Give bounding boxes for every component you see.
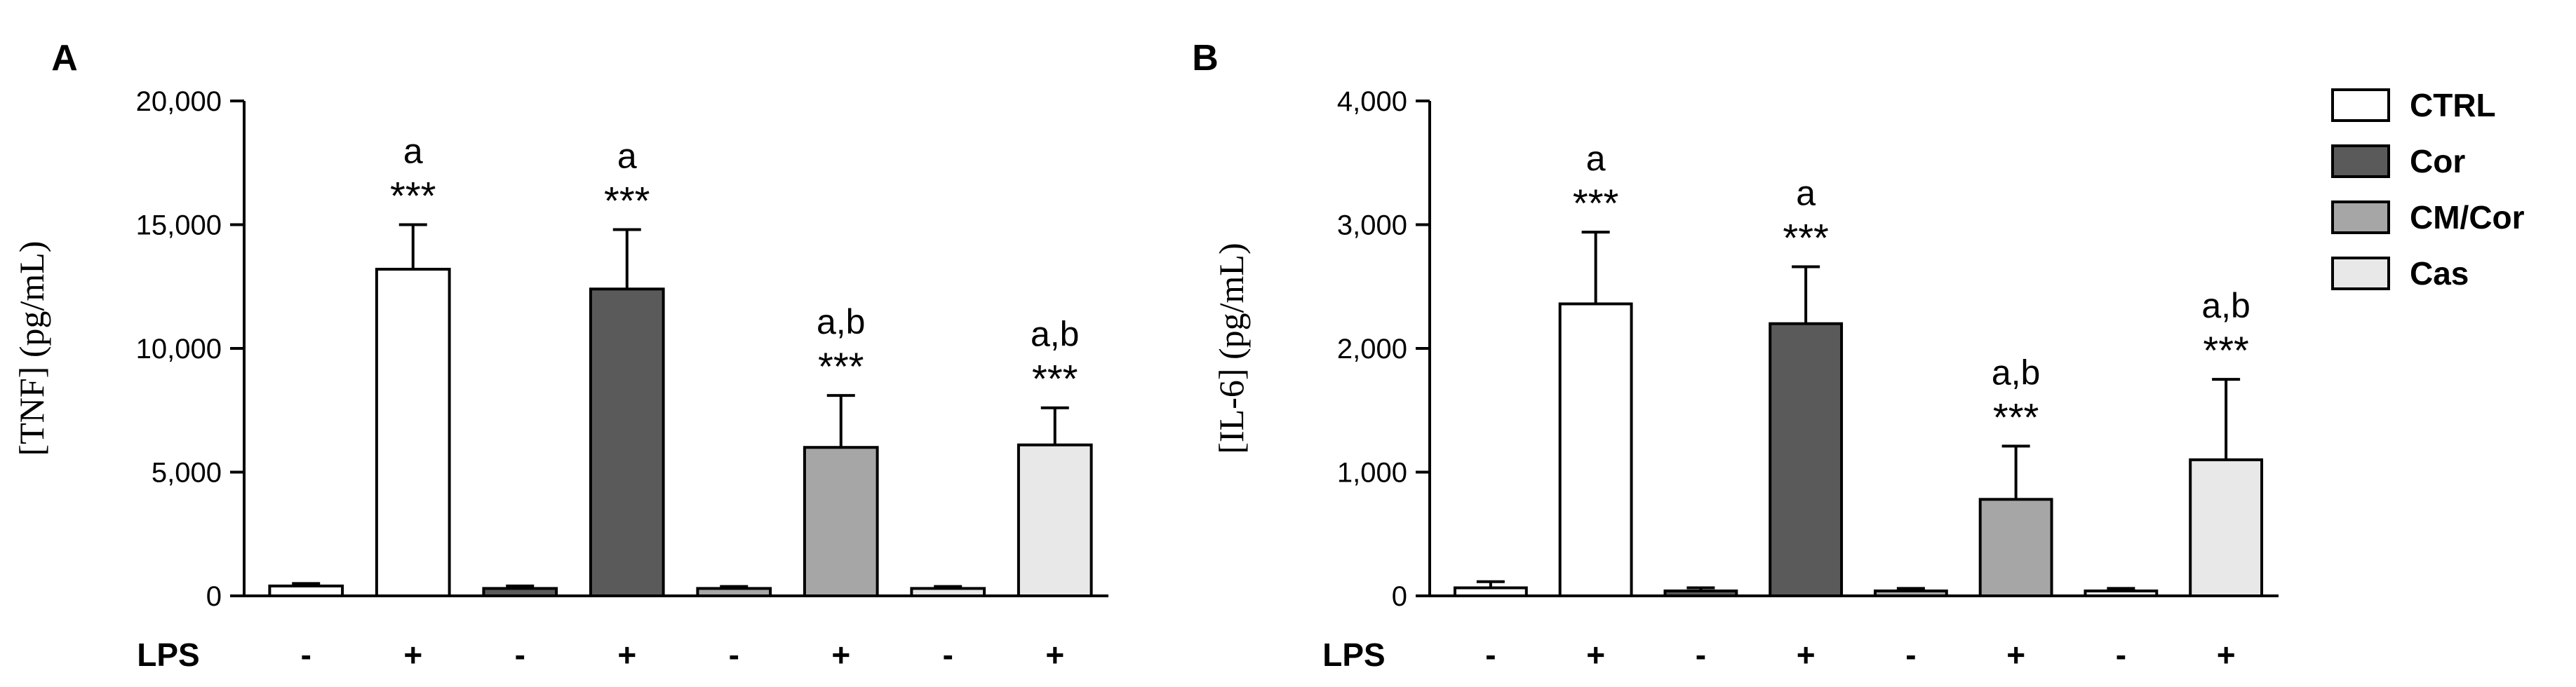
bar bbox=[1558, 302, 1633, 597]
significance-letters: a,b bbox=[1992, 353, 2041, 392]
significance-stars: *** bbox=[1573, 181, 1618, 225]
significance-stars: *** bbox=[1993, 395, 2039, 439]
significance-stars: *** bbox=[1032, 357, 1078, 401]
bar bbox=[1873, 589, 1948, 598]
legend-label: Cas bbox=[2410, 255, 2469, 292]
legend: CTRL Cor CM/Cor Cas bbox=[2331, 87, 2525, 292]
x-category-label: + bbox=[617, 637, 636, 673]
panel-label: A bbox=[51, 38, 78, 79]
y-tick-label: 10,000 bbox=[136, 334, 222, 365]
bar bbox=[268, 584, 344, 598]
bar bbox=[1769, 322, 1844, 597]
bar bbox=[803, 446, 879, 598]
bar bbox=[589, 287, 665, 597]
y-tick-label: 5,000 bbox=[152, 458, 222, 489]
x-category-label: + bbox=[2006, 637, 2025, 673]
legend-label: CTRL bbox=[2410, 87, 2496, 123]
significance-stars: *** bbox=[818, 344, 864, 388]
y-tick-label: 4,000 bbox=[1337, 86, 1407, 117]
y-tick-label: 3,000 bbox=[1337, 210, 1407, 241]
legend-swatch bbox=[2331, 257, 2390, 290]
x-category-label: + bbox=[403, 637, 422, 673]
bar bbox=[2189, 458, 2264, 597]
y-tick-label: 15,000 bbox=[136, 210, 222, 241]
y-axis-label: [IL-6] (pg/mL) bbox=[1212, 243, 1251, 454]
lps-row-label: LPS bbox=[1322, 637, 1385, 673]
x-category-label: - bbox=[515, 637, 525, 673]
panel-label: B bbox=[1192, 38, 1219, 79]
x-category-label: - bbox=[1696, 637, 1706, 673]
x-category-label: - bbox=[1905, 637, 1916, 673]
significance-letters: a,b bbox=[1031, 315, 1080, 354]
legend-label: CM/Cor bbox=[2410, 199, 2525, 236]
bar bbox=[1663, 589, 1738, 598]
x-category-label: + bbox=[1797, 637, 1816, 673]
bar bbox=[482, 587, 558, 597]
lps-row-label: LPS bbox=[137, 637, 199, 673]
y-axis-label: [TNF] (pg/mL) bbox=[12, 241, 51, 456]
bar bbox=[1978, 498, 2053, 598]
x-category-label: - bbox=[301, 637, 311, 673]
x-category-label: + bbox=[831, 637, 850, 673]
legend-label: Cor bbox=[2410, 143, 2465, 179]
bar bbox=[1453, 586, 1528, 598]
y-tick-label: 2,000 bbox=[1337, 334, 1407, 365]
significance-letters: a bbox=[617, 137, 637, 176]
significance-stars: *** bbox=[390, 174, 436, 218]
significance-letters: a bbox=[403, 132, 423, 171]
legend-swatch bbox=[2331, 200, 2390, 234]
x-category-label: - bbox=[943, 637, 953, 673]
x-category-label: - bbox=[729, 637, 739, 673]
x-category-label: - bbox=[2116, 637, 2126, 673]
bar bbox=[910, 587, 986, 597]
y-tick-label: 20,000 bbox=[136, 86, 222, 117]
significance-letters: a,b bbox=[2201, 286, 2250, 325]
panel-a-tnf-chart: A [TNF] (pg/mL) 0 5,000 10,000 15,000 20,000 - +… bbox=[12, 38, 1108, 673]
bar bbox=[696, 587, 772, 597]
significance-letters: a bbox=[1796, 174, 1816, 213]
y-tick-label: 0 bbox=[206, 581, 222, 612]
bar bbox=[1017, 443, 1093, 597]
panel-b-il6-chart: B [IL-6] (pg/mL) 0 1,000 2,000 3,000 4,000 - + - +… bbox=[1192, 38, 2279, 673]
x-category-label: + bbox=[1586, 637, 1605, 673]
x-category-label: + bbox=[2217, 637, 2236, 673]
significance-stars: *** bbox=[1783, 216, 1828, 260]
x-category-label: + bbox=[1045, 637, 1064, 673]
bar bbox=[2084, 589, 2159, 598]
significance-letters: a,b bbox=[817, 302, 866, 341]
significance-letters: a bbox=[1586, 139, 1606, 178]
y-tick-label: 1,000 bbox=[1337, 458, 1407, 489]
legend-swatch bbox=[2331, 88, 2390, 122]
bar bbox=[375, 268, 451, 597]
significance-stars: *** bbox=[2203, 328, 2248, 372]
significance-stars: *** bbox=[604, 179, 650, 223]
legend-swatch bbox=[2331, 144, 2390, 178]
y-tick-label: 0 bbox=[1392, 581, 1407, 612]
x-category-label: - bbox=[1485, 637, 1496, 673]
